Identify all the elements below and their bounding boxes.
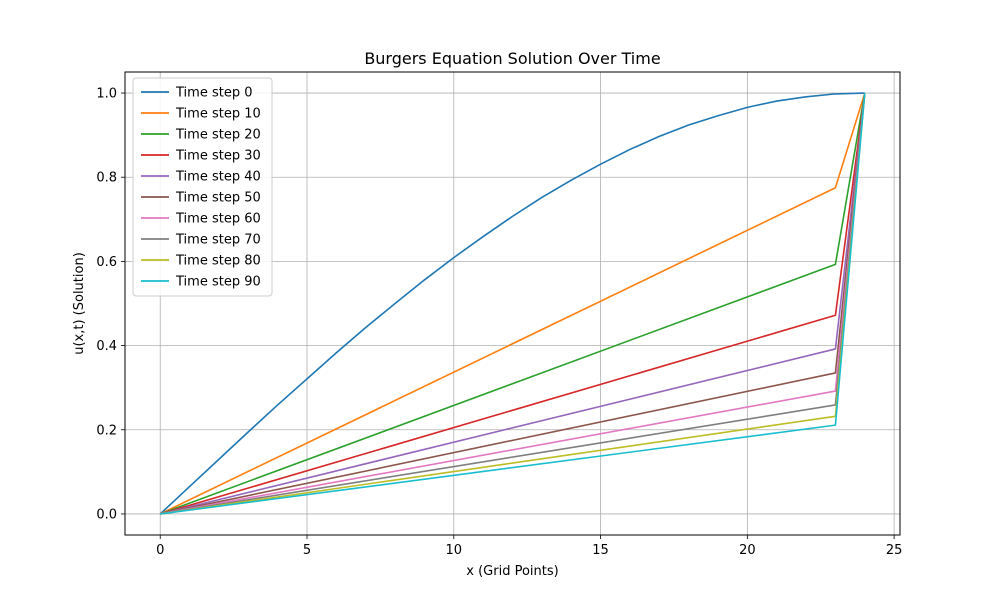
x-tick-label: 25 bbox=[886, 543, 903, 558]
legend-box bbox=[132, 77, 273, 297]
y-tick-label: 0.6 bbox=[96, 255, 117, 270]
legend-label: Time step 40 bbox=[175, 170, 261, 185]
y-tick-label: 0.2 bbox=[96, 423, 117, 438]
x-tick-label: 0 bbox=[156, 543, 164, 558]
series-line-10 bbox=[160, 92, 866, 515]
x-tick-label: 15 bbox=[592, 543, 609, 558]
series-line-4 bbox=[160, 92, 866, 515]
series-line-3 bbox=[159, 92, 866, 515]
y-tick-label: 0.8 bbox=[96, 171, 117, 186]
series-line-1 bbox=[159, 92, 865, 515]
y-tick-label: 1.0 bbox=[96, 87, 117, 102]
series-line-5 bbox=[160, 92, 866, 515]
legend: Time step 0 Time step 10 Time step 20 Time … bbox=[132, 77, 273, 297]
y-tick-label: 0.0 bbox=[96, 507, 117, 522]
x-tick-label: 20 bbox=[739, 543, 756, 558]
legend-label: Time step 10 bbox=[175, 107, 261, 122]
legend-label: Time step 0 bbox=[175, 86, 252, 101]
series-line-2 bbox=[159, 92, 866, 515]
legend-label: Time step 70 bbox=[175, 233, 261, 248]
x-axis-label: x (Grid Points) bbox=[466, 564, 558, 579]
chart-title: Burgers Equation Solution Over Time bbox=[364, 49, 660, 68]
legend-label: Time step 60 bbox=[175, 212, 261, 227]
legend-label: Time step 50 bbox=[175, 191, 261, 206]
legend-label: Time step 90 bbox=[175, 275, 261, 290]
x-tick-label: 10 bbox=[446, 543, 463, 558]
grid bbox=[125, 72, 900, 535]
plot-frame bbox=[124, 71, 901, 536]
legend-label: Time step 20 bbox=[175, 128, 261, 143]
x-tick-label: 5 bbox=[303, 543, 311, 558]
legend-label: Time step 30 bbox=[175, 149, 261, 164]
legend-label: Time step 80 bbox=[175, 254, 261, 269]
y-tick-label: 0.4 bbox=[96, 339, 117, 354]
axis-ticks: 0 5 10 15 20 25 0.0 0.2 0.4 0.6 0.8 1.0 bbox=[96, 87, 902, 558]
series-lines bbox=[159, 92, 866, 515]
y-axis-label: u(x,t) (Solution) bbox=[72, 252, 87, 355]
